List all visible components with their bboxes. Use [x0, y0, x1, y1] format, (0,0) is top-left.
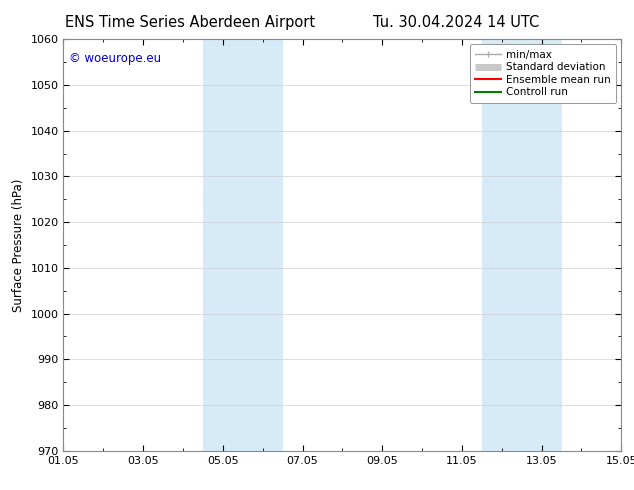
Text: ENS Time Series Aberdeen Airport: ENS Time Series Aberdeen Airport — [65, 15, 315, 30]
Bar — [203, 39, 283, 451]
Bar — [482, 39, 562, 451]
Legend: min/max, Standard deviation, Ensemble mean run, Controll run: min/max, Standard deviation, Ensemble me… — [470, 45, 616, 102]
Y-axis label: Surface Pressure (hPa): Surface Pressure (hPa) — [12, 178, 25, 312]
Text: © woeurope.eu: © woeurope.eu — [69, 51, 161, 65]
Text: Tu. 30.04.2024 14 UTC: Tu. 30.04.2024 14 UTC — [373, 15, 540, 30]
